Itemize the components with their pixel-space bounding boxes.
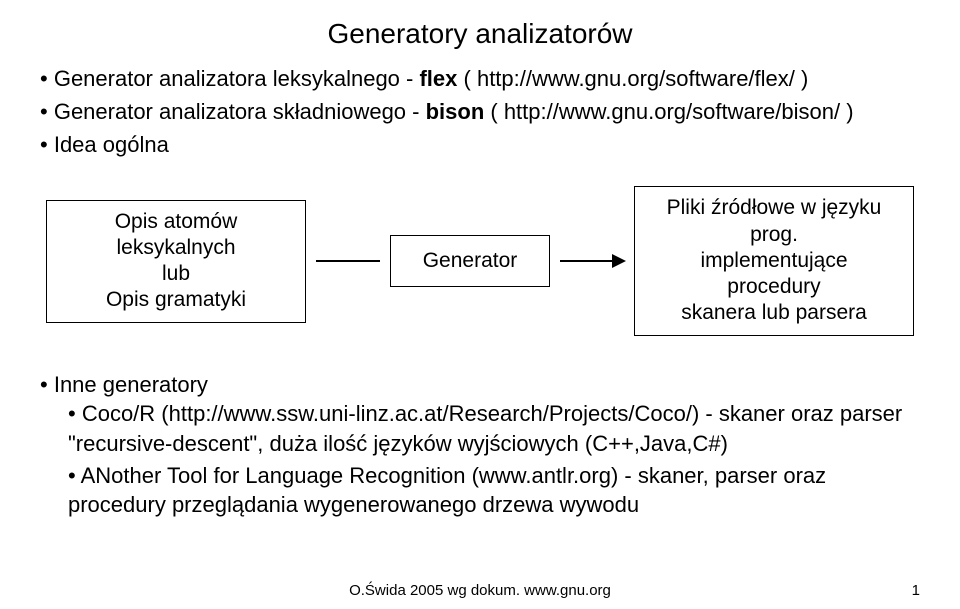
inner-bullet-list: Coco/R (http://www.ssw.uni-linz.ac.at/Re…: [40, 399, 920, 520]
bullet-antlr: ANother Tool for Language Recognition (w…: [68, 461, 920, 520]
diagram-box-mid: Generator: [390, 235, 550, 287]
diagram-arrow: [560, 260, 624, 262]
diagram-text: lub: [65, 261, 287, 287]
bullet-bold: flex: [419, 66, 457, 91]
bullet-bold: bison: [426, 99, 485, 124]
diagram-text: Pliki źródłowe w języku prog.: [653, 195, 895, 248]
diagram-text: Generator: [409, 248, 531, 274]
diagram-box-right: Pliki źródłowe w języku prog. implementu…: [634, 186, 914, 335]
bullet-flex: Generator analizatora leksykalnego - fle…: [40, 64, 920, 95]
bullet-text: Inne generatory: [54, 372, 208, 397]
diagram-connector: [316, 260, 380, 262]
bullet-coco: Coco/R (http://www.ssw.uni-linz.ac.at/Re…: [68, 399, 920, 458]
bullet-text: ( http://www.gnu.org/software/bison/ ): [484, 99, 853, 124]
bottom-bullet-list: Inne generatory Coco/R (http://www.ssw.u…: [40, 370, 920, 520]
bullet-text: Idea ogólna: [54, 132, 169, 157]
diagram-text: Opis atomów leksykalnych: [65, 209, 287, 262]
bullet-other-generators: Inne generatory Coco/R (http://www.ssw.u…: [40, 370, 920, 520]
diagram-box-left: Opis atomów leksykalnych lub Opis gramat…: [46, 200, 306, 323]
bullet-bison: Generator analizatora składniowego - bis…: [40, 97, 920, 128]
footer-text: O.Świda 2005 wg dokum. www.gnu.org: [0, 582, 960, 599]
diagram-text: implementujące procedury: [653, 248, 895, 301]
page-title: Generatory analizatorów: [40, 18, 920, 50]
diagram: Opis atomów leksykalnych lub Opis gramat…: [40, 186, 920, 335]
bullet-text: ( http://www.gnu.org/software/flex/ ): [457, 66, 808, 91]
bullet-text: Generator analizatora składniowego -: [54, 99, 426, 124]
bullet-text: Generator analizatora leksykalnego -: [54, 66, 420, 91]
diagram-text: Opis gramatyki: [65, 287, 287, 313]
page-number: 1: [912, 582, 920, 599]
bullet-idea: Idea ogólna: [40, 130, 920, 161]
diagram-text: skanera lub parsera: [653, 300, 895, 326]
top-bullet-list: Generator analizatora leksykalnego - fle…: [40, 64, 920, 160]
